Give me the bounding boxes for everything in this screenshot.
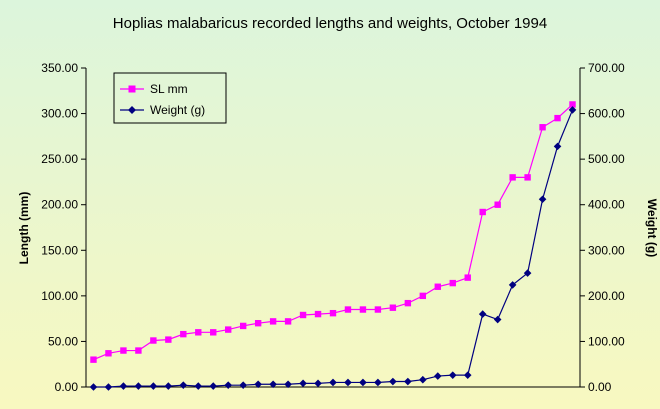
sl-mm-point: [434, 283, 441, 290]
sl-mm-point: [509, 174, 516, 181]
weight-point: [134, 382, 143, 390]
weight-point: [194, 382, 203, 390]
weight-point: [299, 379, 307, 388]
sl-mm-point: [389, 304, 397, 311]
weight-point: [463, 371, 472, 379]
weight-point: [269, 380, 277, 389]
weight-point: [104, 383, 113, 391]
sl-mm-point: [105, 350, 112, 357]
sl-mm-point: [539, 124, 546, 131]
left-tick-label: 150.00: [41, 243, 78, 257]
weight-point: [538, 195, 547, 204]
legend-marker-weight: [128, 106, 136, 114]
sl-mm-point: [494, 201, 501, 208]
sl-mm-point: [299, 311, 307, 319]
sl-mm-point: [90, 356, 97, 363]
right-ticks: 0.00 100.00 200.00 300.00 400.00 500.00 600.00…: [580, 61, 625, 394]
weight-point: [478, 310, 487, 318]
left-ticks: 0.00 50.00 100.00 150.00 200.00 250.00 300.00 3…: [41, 61, 86, 394]
sl-mm-point: [210, 329, 217, 336]
sl-mm-point: [344, 306, 352, 313]
left-tick-label: 200.00: [41, 198, 78, 212]
sl-mm-point: [449, 279, 456, 287]
weight-point: [164, 382, 173, 390]
weight-point: [404, 377, 412, 386]
weight-point: [209, 382, 218, 390]
sl-mm-point: [239, 322, 247, 330]
sl-mm-point: [569, 101, 576, 108]
weight-point: [523, 269, 532, 277]
left-tick-label: 50.00: [48, 334, 78, 348]
weight-point: [89, 383, 98, 391]
sl-mm-point: [404, 299, 412, 307]
left-tick-label: 350.00: [41, 61, 78, 75]
right-tick-label: 200.00: [588, 289, 625, 303]
left-tick-label: 100.00: [41, 289, 78, 303]
right-tick-label: 500.00: [588, 152, 625, 166]
right-tick-label: 0.00: [588, 380, 612, 394]
weight-point: [329, 378, 337, 387]
sl-mm-point: [524, 174, 531, 181]
sl-mm-point: [269, 318, 277, 325]
series-layer: [89, 101, 577, 391]
sl-mm-point: [254, 320, 262, 327]
legend-label-sl: SL mm: [150, 82, 188, 96]
weight-point: [508, 281, 517, 289]
weight-point: [419, 375, 427, 384]
weight-point: [314, 379, 322, 388]
sl-mm-point: [359, 306, 367, 313]
weight-point: [359, 378, 367, 387]
weight-point: [284, 380, 292, 389]
weight-point: [553, 142, 562, 151]
weight-point: [224, 381, 233, 389]
sl-mm-point: [225, 326, 232, 333]
sl-mm-point: [195, 329, 202, 336]
left-tick-label: 300.00: [41, 107, 78, 121]
sl-mm-point: [135, 347, 142, 354]
right-tick-label: 700.00: [588, 61, 625, 75]
right-tick-label: 400.00: [588, 198, 625, 212]
weight-point: [254, 380, 262, 389]
left-axis-title: Length (mm): [17, 192, 31, 265]
sl-mm-point: [479, 208, 486, 216]
sl-mm-point: [314, 310, 322, 318]
right-tick-label: 100.00: [588, 334, 625, 348]
left-tick-label: 0.00: [55, 380, 79, 394]
weight-point: [239, 381, 247, 389]
chart-title: Hoplias malabaricus recorded lengths and…: [113, 15, 547, 32]
legend-label-weight: Weight (g): [150, 103, 205, 117]
weight-point: [374, 378, 382, 387]
right-tick-label: 300.00: [588, 243, 625, 257]
weight-point: [493, 315, 502, 324]
legend-marker-sl: [128, 85, 136, 93]
weight-point: [179, 381, 188, 389]
weight-point: [149, 382, 158, 390]
sl-mm-point: [165, 336, 172, 343]
weight-point: [448, 371, 457, 379]
right-tick-label: 600.00: [588, 107, 625, 121]
sl-mm-point: [329, 309, 337, 317]
sl-mm-point: [180, 330, 187, 338]
sl-mm-point: [284, 318, 292, 325]
sl-mm-point: [464, 274, 471, 281]
right-axis-title: Weight (g): [645, 199, 659, 257]
weight-point: [389, 377, 397, 386]
sl-mm-point: [120, 347, 127, 354]
sl-mm-point: [554, 114, 561, 122]
left-tick-label: 250.00: [41, 152, 78, 166]
sl-mm-point: [374, 306, 382, 313]
sl-mm-point: [419, 292, 427, 300]
sl-mm-point: [150, 337, 157, 344]
weight-point: [344, 378, 352, 387]
weight-point: [119, 382, 128, 390]
weight-point: [568, 106, 577, 114]
weight-point: [433, 372, 442, 380]
legend: SL mm Weight (g): [113, 72, 227, 124]
legend-box: [113, 72, 227, 124]
